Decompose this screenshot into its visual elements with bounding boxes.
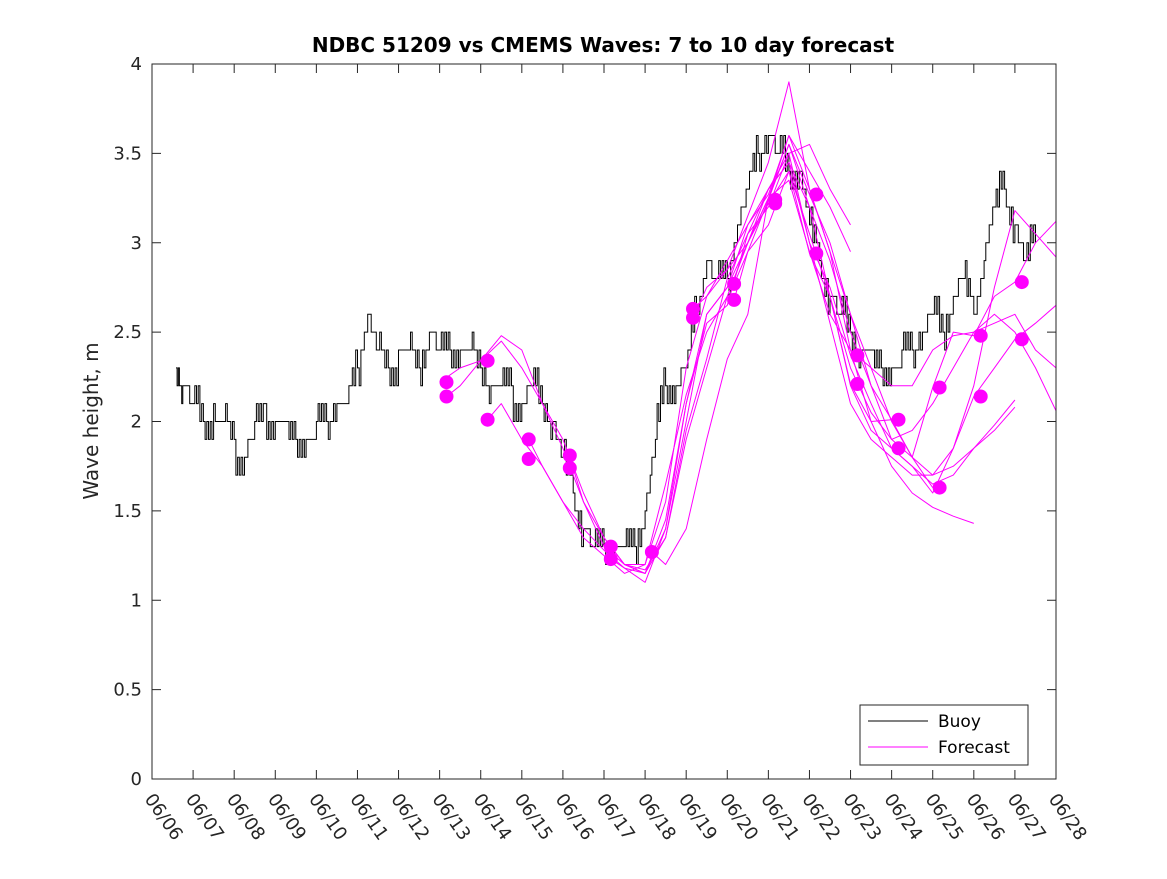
forecast-marker	[480, 353, 495, 368]
chart-title: NDBC 51209 vs CMEMS Waves: 7 to 10 day f…	[312, 33, 895, 57]
forecast-marker	[973, 389, 988, 404]
forecast-marker	[850, 377, 865, 391]
forecast-marker	[891, 441, 906, 456]
forecast-marker	[932, 480, 947, 495]
forecast-marker	[1014, 275, 1029, 290]
forecast-marker	[439, 389, 454, 404]
series-line-forecast-6	[610, 161, 1016, 571]
forecast-marker	[809, 187, 824, 202]
y-tick-label: 4	[131, 54, 142, 75]
legend-label-forecast: Forecast	[938, 738, 1010, 758]
y-tick-label: 1.5	[113, 501, 142, 522]
y-tick-label: 3	[131, 233, 142, 254]
series-line-forecast-10	[692, 170, 1056, 458]
forecast-marker	[603, 539, 618, 554]
y-tick-label: 3.5	[113, 143, 142, 164]
y-axis: 0 0.5 1 1.5 2 2.5 3 3.5 4	[113, 54, 1056, 790]
forecast-marker	[480, 412, 495, 427]
series-line-forecast-11	[733, 143, 1056, 476]
y-tick-label: 0	[131, 769, 142, 790]
legend-label-buoy: Buoy	[938, 712, 981, 732]
y-tick-label: 2	[131, 412, 142, 433]
forecast-marker	[727, 276, 742, 291]
forecast-marker	[562, 461, 577, 475]
y-tick-label: 2.5	[113, 322, 142, 343]
series-line-forecast-9	[692, 161, 1056, 494]
plot-lines	[176, 81, 1056, 583]
forecast-marker	[727, 292, 742, 307]
plot-markers	[439, 187, 1029, 567]
y-axis-label: Wave height, m	[79, 342, 103, 499]
forecast-marker	[562, 448, 577, 463]
legend: Buoy Forecast	[859, 704, 1029, 766]
forecast-marker	[768, 196, 783, 211]
forecast-marker	[932, 380, 947, 395]
series-line-forecast-12	[733, 170, 1056, 440]
forecast-marker	[644, 545, 659, 559]
forecast-marker	[686, 310, 700, 325]
legend-box	[859, 704, 1029, 766]
y-tick-label: 0.5	[113, 680, 142, 701]
forecast-marker	[439, 375, 454, 390]
series-line-forecast-5	[569, 81, 974, 565]
forecast-marker	[603, 552, 618, 567]
forecast-marker	[973, 328, 988, 343]
forecast-marker	[809, 246, 824, 261]
forecast-marker	[521, 452, 536, 466]
series-line-forecast-8	[651, 179, 1056, 565]
y-tick-label: 1	[131, 590, 142, 611]
forecast-marker	[891, 412, 906, 427]
forecast-marker	[521, 432, 536, 447]
forecast-marker	[850, 348, 865, 363]
forecast-marker	[1014, 332, 1029, 347]
